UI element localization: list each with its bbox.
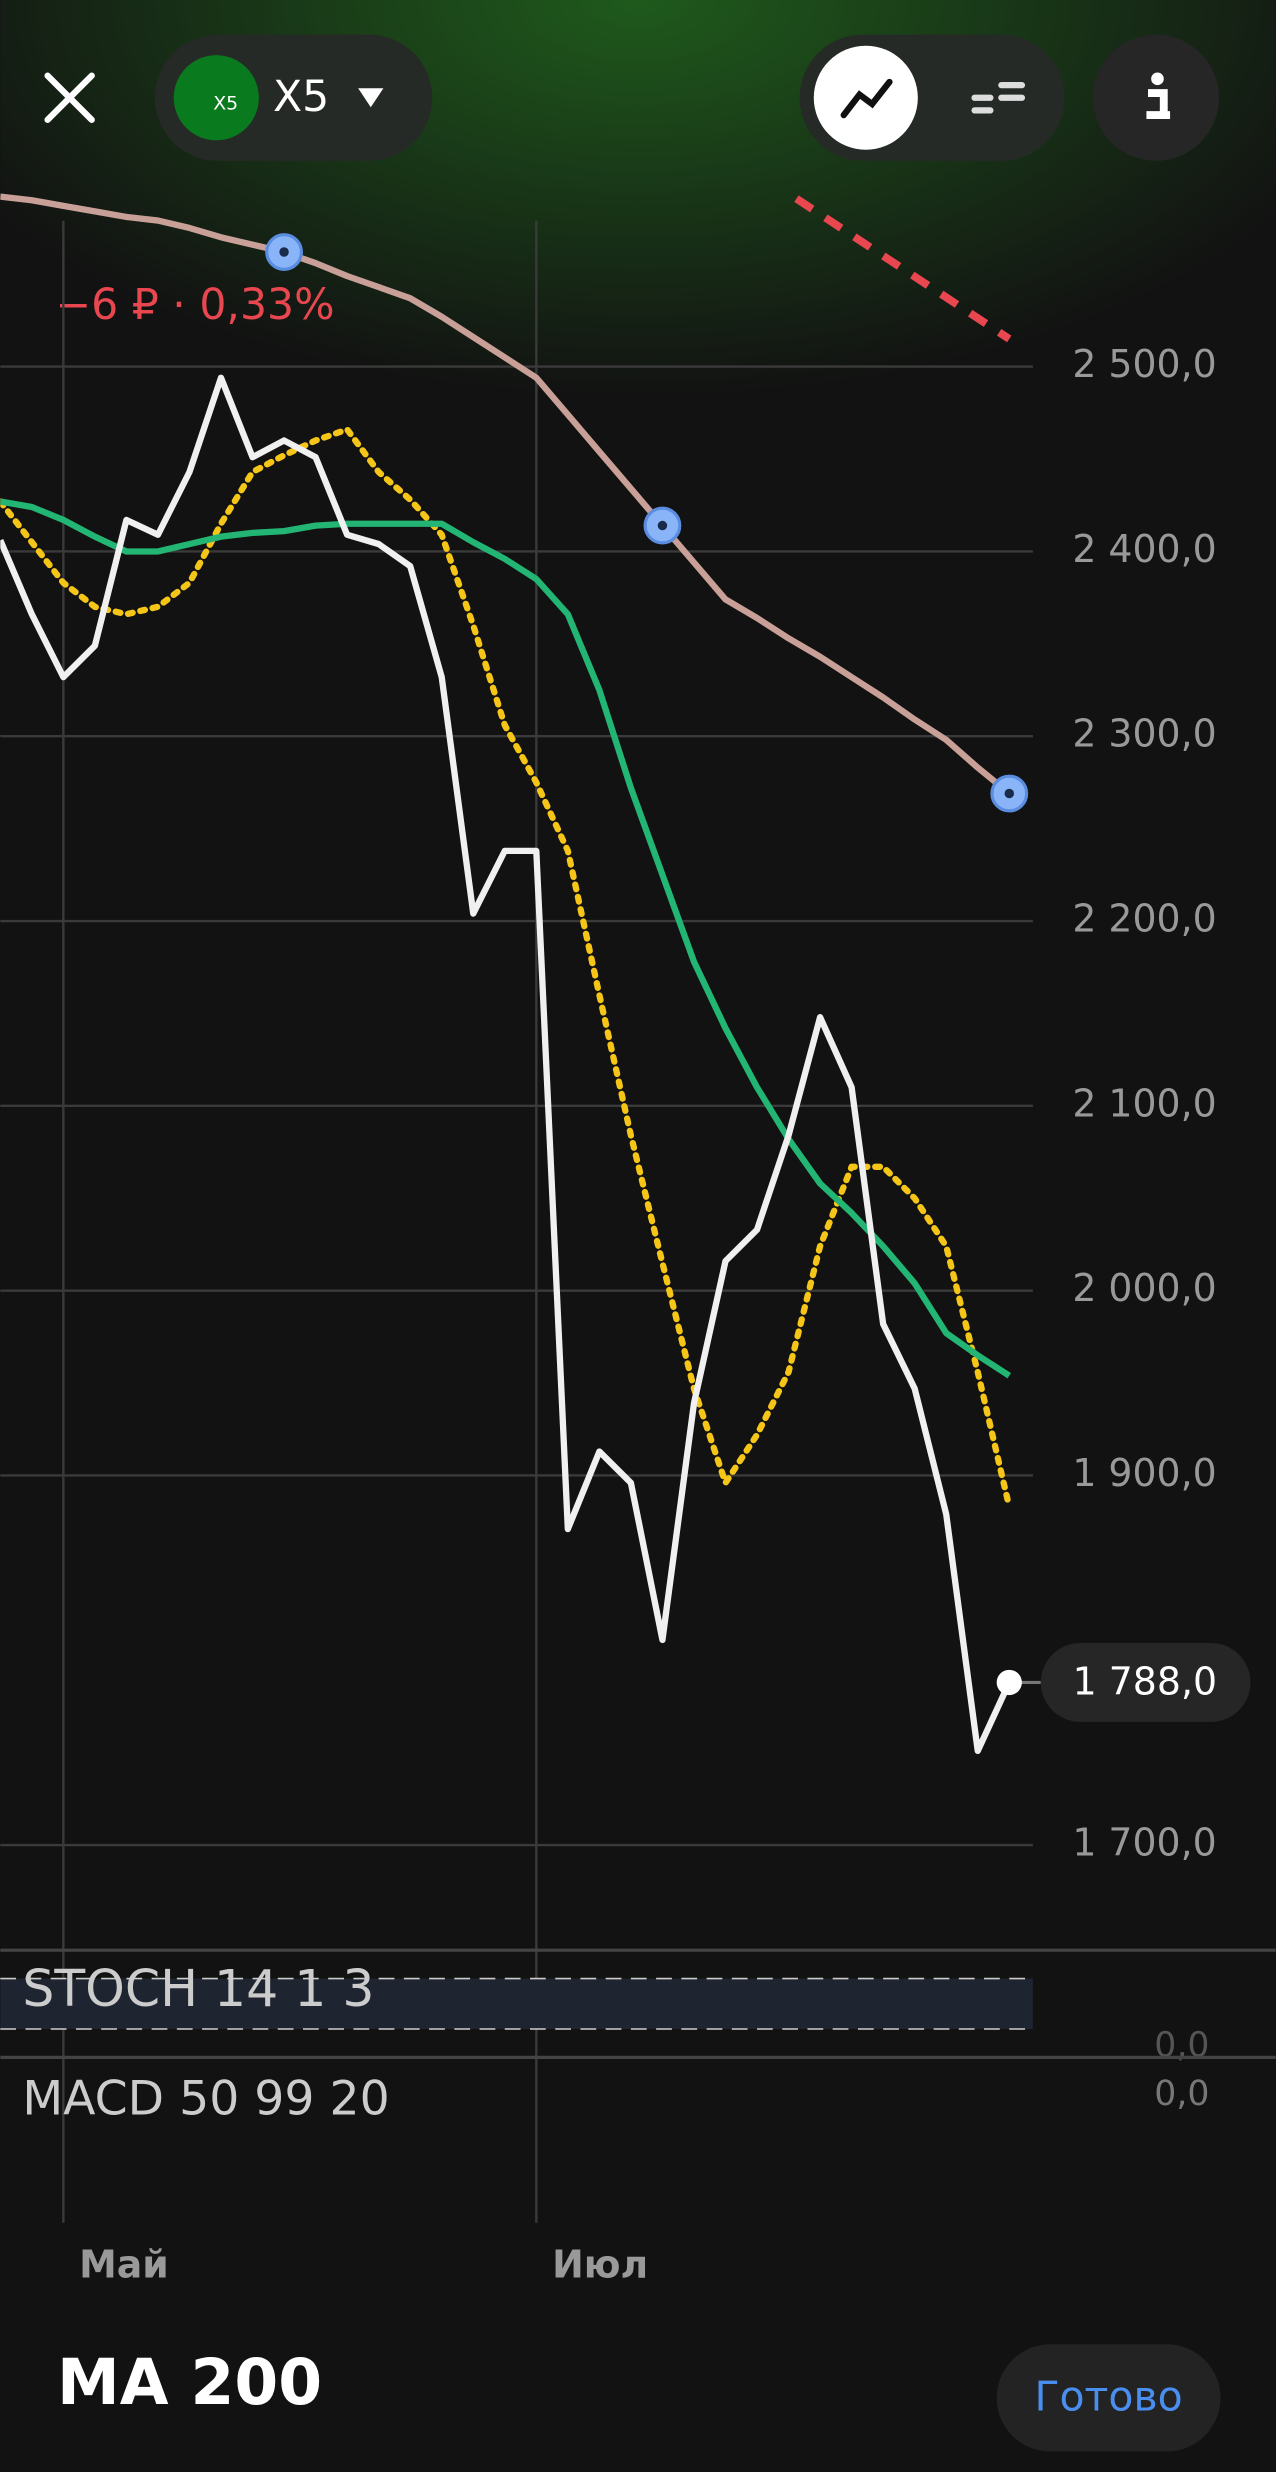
series-line	[0, 374, 1013, 1755]
series-line	[0, 426, 1013, 1511]
x-tick-label: Июл	[552, 2243, 648, 2287]
y-tick-label: 2 400,0	[1072, 527, 1216, 571]
y-tick-label: 2 200,0	[1072, 897, 1216, 941]
series-line	[0, 498, 1011, 1379]
info-stem	[1146, 89, 1171, 120]
close-button[interactable]	[44, 72, 95, 123]
price-change: −6 ₽ · 0,33%	[55, 280, 334, 330]
dropdown-arrow	[358, 88, 384, 108]
macd-label: MACD 50 99 20	[22, 2072, 389, 2127]
ma-marker-center	[1004, 788, 1015, 799]
y-tick-label: 1 900,0	[1072, 1451, 1216, 1495]
ma-marker-center	[657, 520, 668, 531]
trend-line	[794, 195, 1012, 343]
y-tick-label: 1 700,0	[1072, 1821, 1216, 1865]
line-mode-button[interactable]	[813, 45, 918, 150]
close-icon	[44, 72, 95, 123]
y-tick-label: 2 300,0	[1072, 712, 1216, 756]
done-label: Готово	[1034, 2372, 1182, 2420]
ticker-logo	[173, 55, 259, 141]
macd-zero: 0,0	[1154, 2074, 1209, 2114]
current-price-dot	[996, 1669, 1022, 1696]
indicator-title: MA 200	[57, 2345, 322, 2419]
line-mode-icon	[840, 78, 893, 119]
ticker: X5	[273, 72, 329, 122]
current-price-pill	[1040, 1643, 1251, 1722]
y-tick-label: 2 500,0	[1072, 342, 1216, 386]
logo-text: X5	[213, 93, 238, 115]
y-tick-label: 2 100,0	[1072, 1081, 1216, 1125]
stoch-zero: 0,0	[1154, 2025, 1209, 2065]
series-line	[0, 193, 1012, 796]
info-dot	[1151, 72, 1164, 86]
ma-marker-center	[279, 247, 289, 257]
candle-mode-icon	[971, 81, 1026, 114]
candle-mode-button[interactable]	[971, 81, 1026, 114]
done-button[interactable]: Готово	[996, 2344, 1221, 2452]
stoch-label: STOCH 14 1 3	[22, 1959, 374, 2018]
info-bg	[1092, 34, 1219, 161]
grid: 1 700,0 1 900,0 2 000,0 2 100,0 2 200,0 2 300…	[0, 220, 1217, 2287]
stoch-band	[0, 1978, 1033, 2029]
plot	[0, 193, 1013, 1755]
current-price-label: 1 788,0	[1073, 1660, 1217, 1704]
ticker-selector[interactable]: X5 X5	[154, 34, 433, 161]
y-tick-label: 2 000,0	[1072, 1266, 1216, 1310]
x-tick-label: Май	[79, 2243, 169, 2287]
info-button[interactable]	[1092, 34, 1219, 161]
done-bg	[996, 2344, 1221, 2452]
